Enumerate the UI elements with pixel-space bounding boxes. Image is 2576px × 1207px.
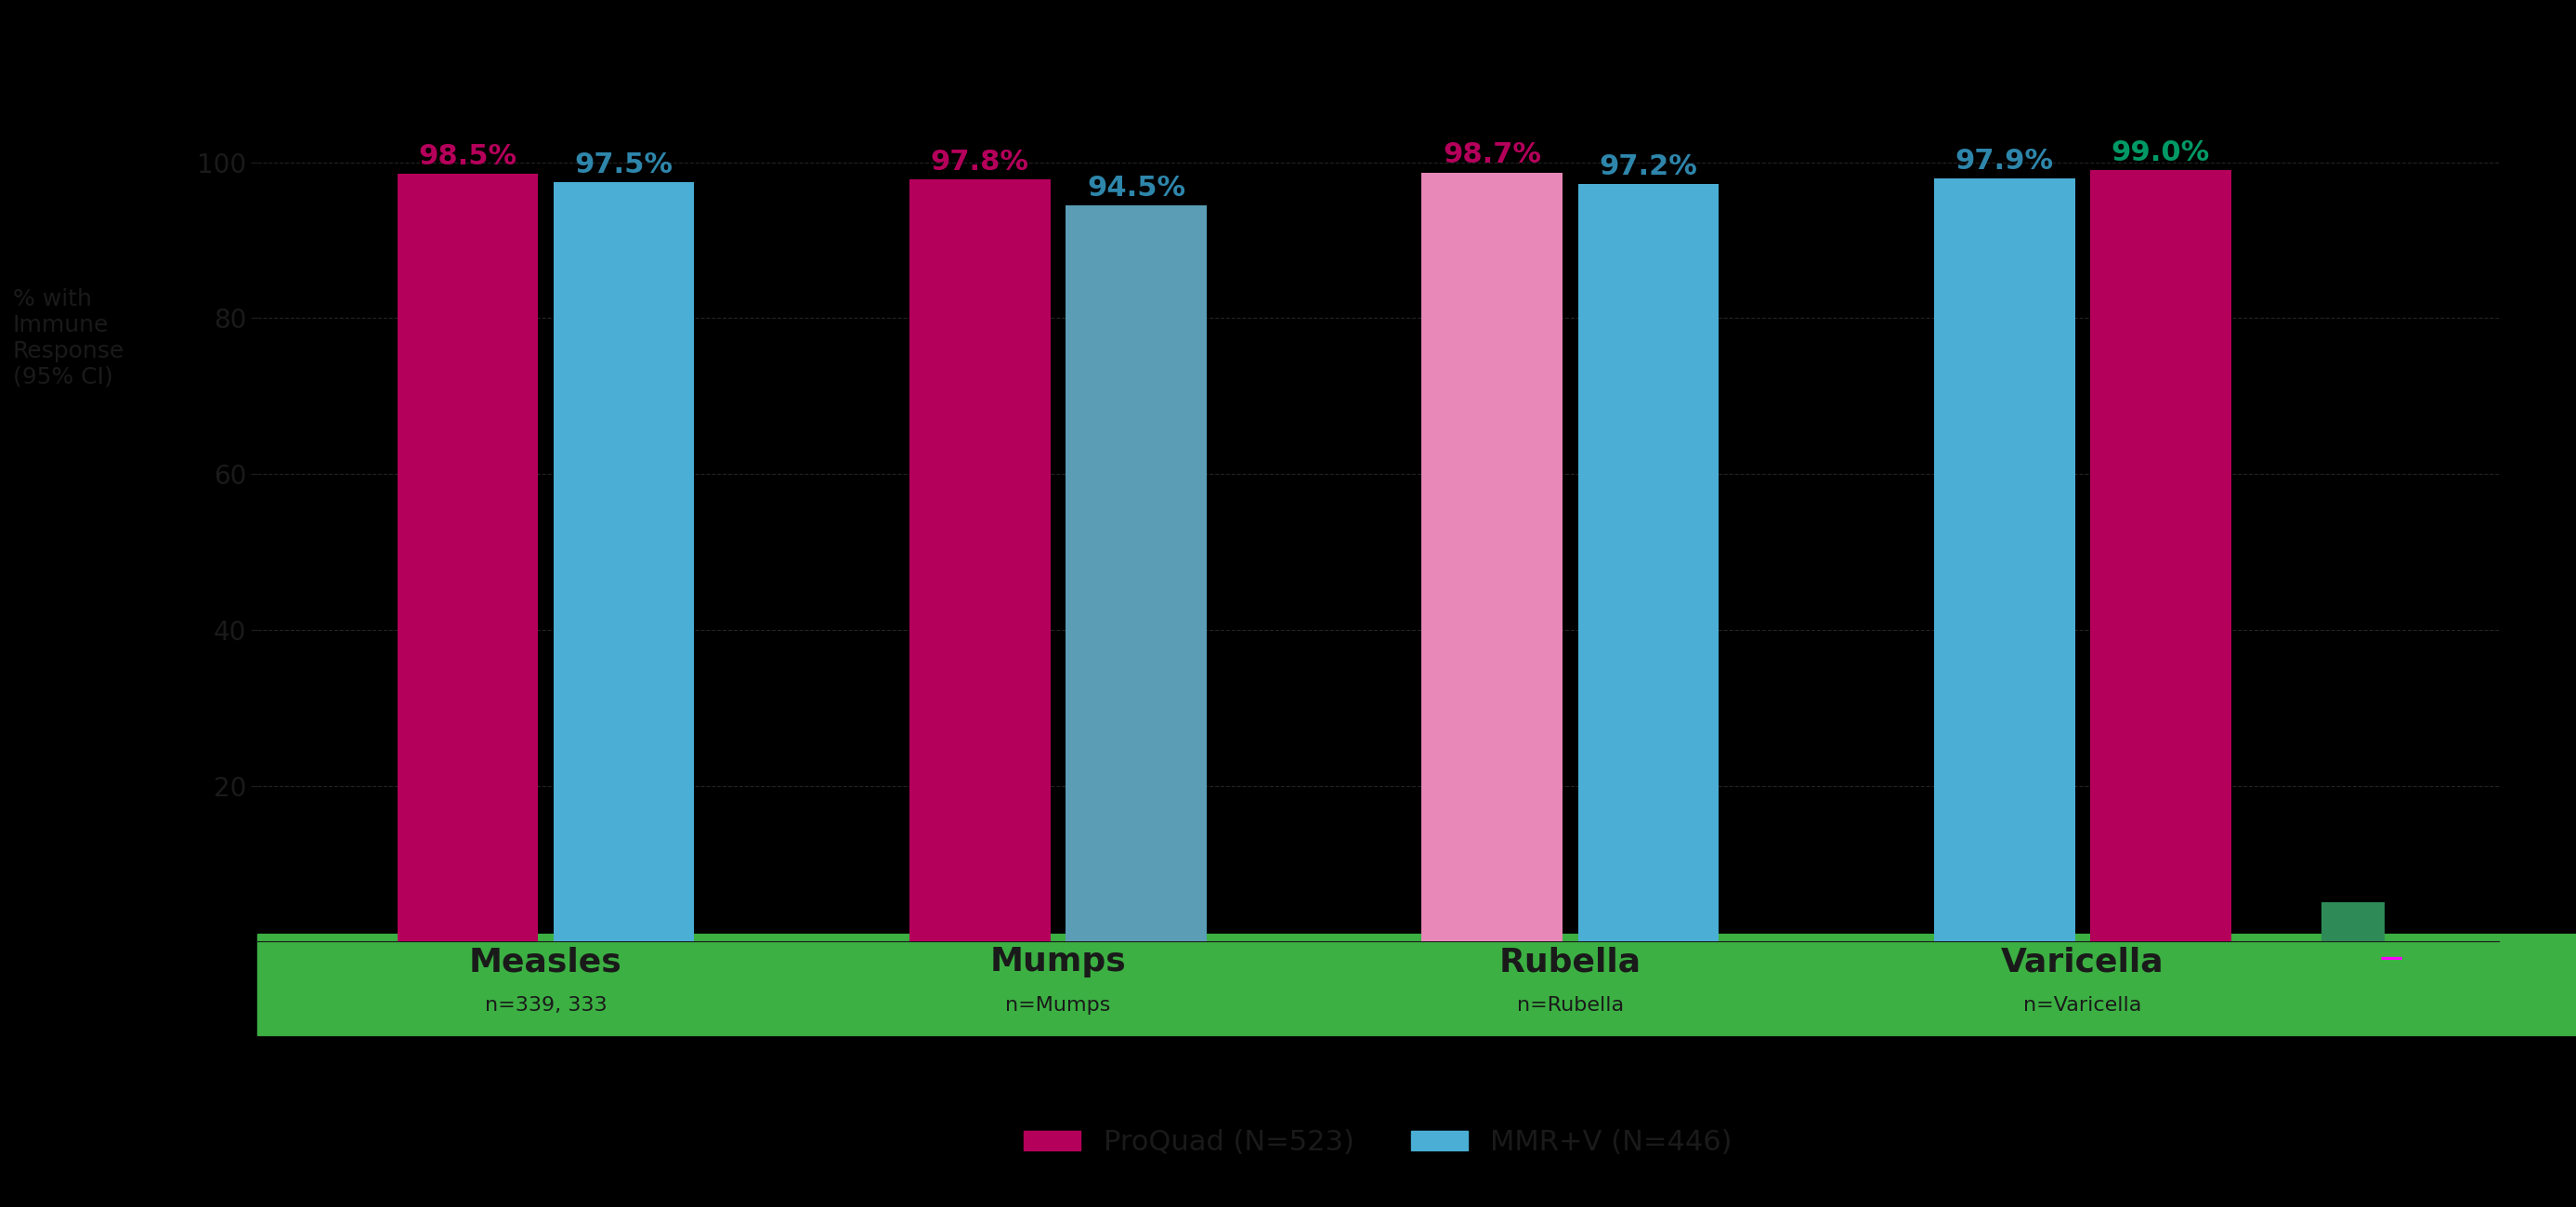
Text: n=Mumps: n=Mumps <box>1005 996 1110 1015</box>
Text: % with
Immune
Response
(95% CI): % with Immune Response (95% CI) <box>13 288 124 387</box>
Text: 94.5%: 94.5% <box>1087 174 1185 202</box>
Bar <box>554 182 696 941</box>
Bar <box>258 934 2576 1034</box>
Text: n=Rubella: n=Rubella <box>1517 996 1623 1015</box>
Text: 98.7%: 98.7% <box>1443 141 1540 169</box>
Text: 98.5%: 98.5% <box>417 144 518 170</box>
Text: 97.8%: 97.8% <box>930 148 1030 176</box>
Bar <box>397 174 538 941</box>
Bar <box>1579 185 1718 941</box>
Text: —: — <box>2380 946 2403 969</box>
Legend: ProQuad (N=523), MMR+V (N=446): ProQuad (N=523), MMR+V (N=446) <box>1012 1118 1744 1167</box>
Bar <box>1066 205 1206 941</box>
Bar <box>2089 170 2231 941</box>
Text: 97.5%: 97.5% <box>574 151 672 177</box>
Bar <box>2321 903 2385 941</box>
Bar <box>1935 179 2074 941</box>
Bar <box>909 180 1051 941</box>
Text: 99.0%: 99.0% <box>2112 139 2210 167</box>
Text: n=Varicella: n=Varicella <box>2022 996 2141 1015</box>
Text: 97.9%: 97.9% <box>1955 148 2053 175</box>
Bar <box>1422 173 1564 941</box>
Text: 97.2%: 97.2% <box>1600 153 1698 180</box>
Text: n=339, 333: n=339, 333 <box>484 996 608 1015</box>
